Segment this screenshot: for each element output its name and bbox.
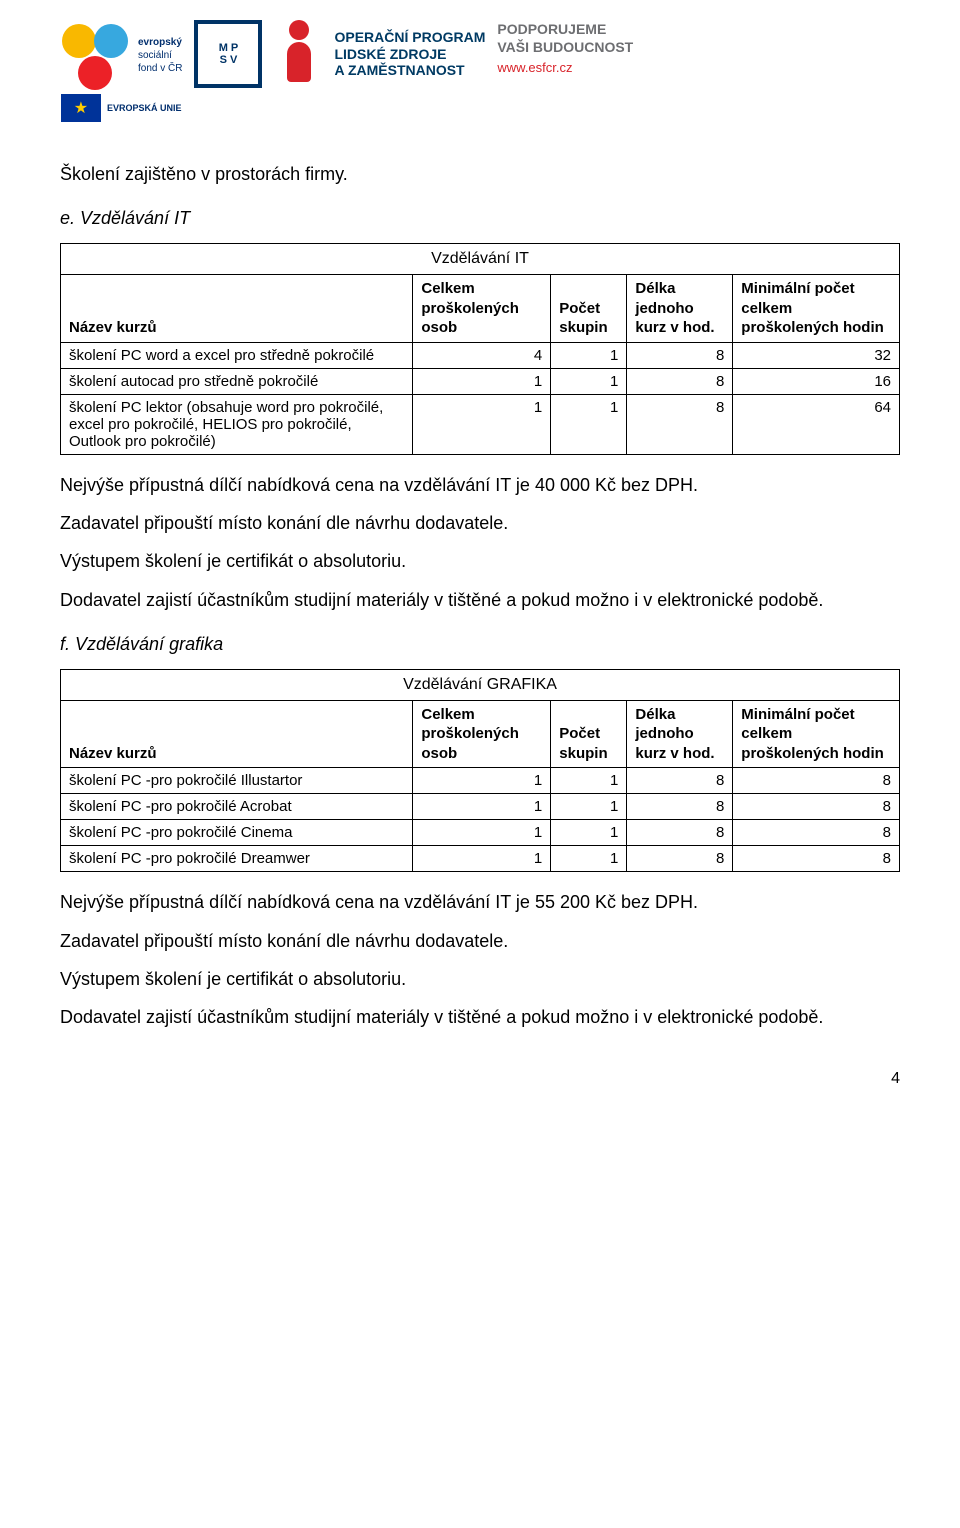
th-hours: Minimální počet celkem proškolených hodi… [733, 275, 900, 343]
cell-people: 1 [413, 768, 551, 794]
section-f-p1: Nejvýše přípustná dílčí nabídková cena n… [60, 890, 900, 914]
cell-hours: 8 [733, 846, 900, 872]
section-f-title: f. Vzdělávání grafika [60, 634, 900, 655]
table-it: Vzdělávání IT Název kurzů Celkem proškol… [60, 243, 900, 455]
section-e-p2: Zadavatel připouští místo konání dle náv… [60, 511, 900, 535]
oplz-logo: OPERAČNÍ PROGRAM LIDSKÉ ZDROJE A ZAMĚSTN… [274, 20, 485, 88]
table-row: školení PC -pro pokročilé Cinema 1 1 8 8 [61, 820, 900, 846]
cell-people: 1 [413, 394, 551, 454]
cell-hours: 16 [733, 368, 900, 394]
section-e-p3: Výstupem školení je certifikát o absolut… [60, 549, 900, 573]
table-row: školení PC -pro pokročilé Dreamwer 1 1 8… [61, 846, 900, 872]
mpsv-line2: S V [220, 54, 238, 66]
th-groups: Počet skupin [551, 275, 627, 343]
page-number: 4 [60, 1070, 900, 1088]
cell-duration: 8 [627, 394, 733, 454]
cell-name: školení PC word a excel pro středně pokr… [61, 342, 413, 368]
section-f-p2: Zadavatel připouští místo konání dle náv… [60, 929, 900, 953]
support-line2: VAŠI BUDOUCNOST [497, 38, 633, 56]
esf-line2: sociální [138, 49, 182, 62]
table-row: školení PC -pro pokročilé Acrobat 1 1 8 … [61, 794, 900, 820]
esf-text: evropský sociální fond v ČR [138, 36, 182, 75]
table-it-title: Vzdělávání IT [61, 244, 900, 275]
cell-duration: 8 [627, 342, 733, 368]
support-block: PODPORUJEME VAŠI BUDOUCNOST www.esfcr.cz [497, 20, 633, 77]
cell-name: školení PC -pro pokročilé Cinema [61, 820, 413, 846]
cell-name: školení PC -pro pokročilé Acrobat [61, 794, 413, 820]
table-row: školení autocad pro středně pokročilé 1 … [61, 368, 900, 394]
cell-people: 1 [413, 368, 551, 394]
cell-duration: 8 [627, 820, 733, 846]
esf-logo: evropský sociální fond v ČR ★ EVROPSKÁ U… [60, 20, 182, 122]
section-f-p3: Výstupem školení je certifikát o absolut… [60, 967, 900, 991]
th-people: Celkem proškolených osob [413, 700, 551, 768]
table-grafika: Vzdělávání GRAFIKA Název kurzů Celkem pr… [60, 669, 900, 873]
support-line1: PODPORUJEME [497, 20, 633, 38]
cell-groups: 1 [551, 846, 627, 872]
oplz-line3: A ZAMĚSTNANOST [334, 62, 485, 79]
cell-people: 1 [413, 794, 551, 820]
cell-hours: 32 [733, 342, 900, 368]
eu-label: EVROPSKÁ UNIE [107, 103, 182, 113]
mpsv-logo: M P S V [194, 20, 262, 88]
intro-line: Školení zajištěno v prostorách firmy. [60, 162, 900, 186]
esf-line1: evropský [138, 36, 182, 49]
th-name: Název kurzů [61, 275, 413, 343]
cell-people: 1 [413, 820, 551, 846]
support-url: www.esfcr.cz [497, 60, 633, 77]
section-e-title: e. Vzdělávání IT [60, 208, 900, 229]
cell-groups: 1 [551, 820, 627, 846]
oplz-line2: LIDSKÉ ZDROJE [334, 46, 485, 63]
cell-name: školení PC -pro pokročilé Illustartor [61, 768, 413, 794]
th-hours: Minimální počet celkem proškolených hodi… [733, 700, 900, 768]
th-duration: Délka jednoho kurz v hod. [627, 700, 733, 768]
table-grafika-title: Vzdělávání GRAFIKA [61, 669, 900, 700]
cell-groups: 1 [551, 768, 627, 794]
eu-flag-icon: ★ [61, 94, 101, 122]
cell-name: školení PC -pro pokročilé Dreamwer [61, 846, 413, 872]
cell-hours: 8 [733, 820, 900, 846]
cell-hours: 8 [733, 794, 900, 820]
th-groups: Počet skupin [551, 700, 627, 768]
section-e-p4: Dodavatel zajistí účastníkům studijní ma… [60, 588, 900, 612]
th-duration: Délka jednoho kurz v hod. [627, 275, 733, 343]
esf-circles-icon [60, 20, 130, 90]
cell-hours: 64 [733, 394, 900, 454]
cell-name: školení autocad pro středně pokročilé [61, 368, 413, 394]
esf-line3: fond v ČR [138, 62, 182, 75]
cell-groups: 1 [551, 342, 627, 368]
table-row: školení PC -pro pokročilé Illustartor 1 … [61, 768, 900, 794]
cell-duration: 8 [627, 368, 733, 394]
cell-groups: 1 [551, 794, 627, 820]
person-icon [274, 20, 324, 88]
section-e-p1: Nejvýše přípustná dílčí nabídková cena n… [60, 473, 900, 497]
cell-name: školení PC lektor (obsahuje word pro pok… [61, 394, 413, 454]
cell-people: 4 [413, 342, 551, 368]
table-row: školení PC lektor (obsahuje word pro pok… [61, 394, 900, 454]
cell-duration: 8 [627, 846, 733, 872]
cell-duration: 8 [627, 768, 733, 794]
cell-people: 1 [413, 846, 551, 872]
th-name: Název kurzů [61, 700, 413, 768]
mpsv-line1: M P [219, 42, 239, 54]
section-f-p4: Dodavatel zajistí účastníkům studijní ma… [60, 1005, 900, 1029]
oplz-line1: OPERAČNÍ PROGRAM [334, 29, 485, 46]
cell-groups: 1 [551, 368, 627, 394]
cell-hours: 8 [733, 768, 900, 794]
header-logo-bar: evropský sociální fond v ČR ★ EVROPSKÁ U… [60, 20, 900, 122]
cell-duration: 8 [627, 794, 733, 820]
table-row: školení PC word a excel pro středně pokr… [61, 342, 900, 368]
cell-groups: 1 [551, 394, 627, 454]
th-people: Celkem proškolených osob [413, 275, 551, 343]
